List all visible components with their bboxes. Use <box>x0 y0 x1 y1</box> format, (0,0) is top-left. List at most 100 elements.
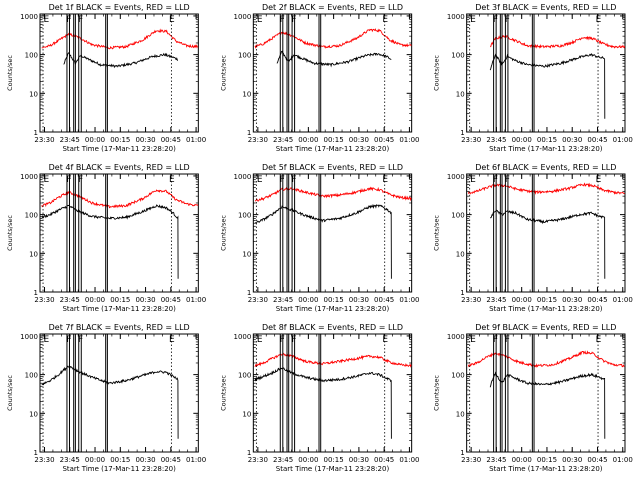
event-marker-label: F <box>280 335 285 345</box>
x-tick-label: 01:00 <box>399 296 419 304</box>
x-tick-label: 23:45 <box>60 456 80 464</box>
x-tick-label: 23:30 <box>34 296 54 304</box>
plot-frame <box>252 13 413 133</box>
x-tick-label: 23:45 <box>60 136 80 144</box>
x-tick-label: 00:15 <box>110 136 130 144</box>
event-marker-label: E <box>44 175 50 185</box>
x-tick-label: 00:15 <box>537 456 557 464</box>
series-events-line <box>254 367 392 439</box>
x-tick-label: 00:45 <box>374 296 394 304</box>
x-tick-label: 00:00 <box>298 296 318 304</box>
event-marker-label: E <box>382 175 388 185</box>
event-marker-label: E <box>382 335 388 345</box>
y-tick-label: 100 <box>25 52 38 60</box>
series-events-line <box>63 51 178 69</box>
x-tick-label: 23:45 <box>273 296 293 304</box>
series-events-line <box>489 53 606 119</box>
y-tick-label: 10 <box>29 90 38 98</box>
y-tick-label: 1 <box>247 449 251 457</box>
series-lld-line <box>467 350 625 368</box>
y-tick-label: 100 <box>238 52 251 60</box>
event-marker-label: F <box>66 335 71 345</box>
x-tick-label: 01:00 <box>186 136 206 144</box>
event-marker-label: F <box>291 175 296 185</box>
panel-title: Det 7f BLACK = Events, RED = LLD <box>49 323 190 332</box>
x-tick-label: 01:00 <box>399 136 419 144</box>
y-axis-label: Counts/sec <box>219 215 227 251</box>
panel-det-8: Det 8f BLACK = Events, RED = LLD 1 10 100 10… <box>219 323 419 473</box>
event-marker-label: E <box>257 335 263 345</box>
event-marker-label: F <box>66 175 71 185</box>
y-axis-label: Counts/sec <box>6 375 14 411</box>
x-tick-label: 23:45 <box>486 136 506 144</box>
x-tick-label: 01:00 <box>613 296 633 304</box>
x-tick-label: 23:30 <box>248 296 268 304</box>
event-marker-label: E <box>596 175 602 185</box>
panel-det-9: Det 9f BLACK = Events, RED = LLD 1 10 100 10… <box>433 323 633 473</box>
y-tick-label: 100 <box>451 212 464 220</box>
x-tick-label: 00:45 <box>161 456 181 464</box>
y-tick-label: 1 <box>247 129 251 137</box>
series-lld-line <box>489 35 626 49</box>
event-marker-label: F <box>78 175 83 185</box>
panel-det-1: Det 1f BLACK = Events, RED = LLD 1 10 100 10… <box>6 3 206 153</box>
y-tick-label: 1000 <box>20 333 38 341</box>
event-marker-label: F <box>78 15 83 25</box>
x-tick-label: 00:30 <box>135 136 155 144</box>
series-lld-line <box>254 28 412 49</box>
series-lld-line <box>467 182 625 195</box>
event-marker-label: F <box>66 15 71 25</box>
x-tick-label: 00:15 <box>537 136 557 144</box>
x-tick-label: 23:30 <box>34 136 54 144</box>
y-tick-label: 100 <box>451 372 464 380</box>
x-tick-label: 00:00 <box>512 456 532 464</box>
y-tick-label: 100 <box>238 212 251 220</box>
x-tick-label: 00:45 <box>587 456 607 464</box>
y-axis-label: Counts/sec <box>219 375 227 411</box>
x-axis-label: Start Time (17-Mar-11 23:28:20) <box>276 465 390 473</box>
x-tick-label: 23:30 <box>461 136 481 144</box>
event-marker-label: E <box>169 175 175 185</box>
event-marker-label: E <box>382 15 388 25</box>
y-tick-label: 1000 <box>447 173 465 181</box>
y-tick-label: 100 <box>25 212 38 220</box>
x-tick-label: 00:45 <box>161 296 181 304</box>
x-tick-label: 23:30 <box>461 296 481 304</box>
x-tick-label: 00:30 <box>562 136 582 144</box>
x-axis-label: Start Time (17-Mar-11 23:28:20) <box>489 465 603 473</box>
y-axis-label: Counts/sec <box>6 55 14 91</box>
panel-title: Det 9f BLACK = Events, RED = LLD <box>475 323 616 332</box>
y-tick-label: 1 <box>460 129 464 137</box>
plot-frame <box>39 173 199 293</box>
x-tick-label: 00:30 <box>349 296 369 304</box>
y-tick-label: 10 <box>456 250 465 258</box>
y-axis-label: Counts/sec <box>219 55 227 91</box>
event-marker-label: E <box>470 335 476 345</box>
x-tick-label: 00:45 <box>587 136 607 144</box>
panel-det-3: Det 3f BLACK = Events, RED = LLD 1 10 100 10… <box>433 3 633 153</box>
event-marker-label: E <box>44 15 50 25</box>
x-tick-label: 00:15 <box>324 136 344 144</box>
y-axis-label: Counts/sec <box>6 215 14 251</box>
x-tick-label: 23:45 <box>60 296 80 304</box>
x-tick-label: 23:30 <box>248 456 268 464</box>
y-tick-label: 100 <box>451 52 464 60</box>
plot-frame <box>39 13 199 133</box>
x-axis-label: Start Time (17-Mar-11 23:28:20) <box>276 145 390 153</box>
plot-frame <box>252 173 413 293</box>
event-marker-label: F <box>78 335 83 345</box>
y-tick-label: 1 <box>34 129 38 137</box>
series-lld-line <box>41 28 199 50</box>
y-tick-label: 1 <box>460 289 464 297</box>
event-marker-label: E <box>257 15 263 25</box>
x-tick-label: 00:45 <box>374 456 394 464</box>
panel-det-2: Det 2f BLACK = Events, RED = LLD 1 10 100 10… <box>219 3 419 153</box>
plot-frame <box>252 333 413 453</box>
x-tick-label: 00:30 <box>349 456 369 464</box>
series-lld-line <box>41 189 199 209</box>
plot-frame <box>466 13 626 133</box>
x-axis-label: Start Time (17-Mar-11 23:28:20) <box>62 305 176 313</box>
x-axis-label: Start Time (17-Mar-11 23:28:20) <box>489 145 603 153</box>
event-marker-label: E <box>470 15 476 25</box>
